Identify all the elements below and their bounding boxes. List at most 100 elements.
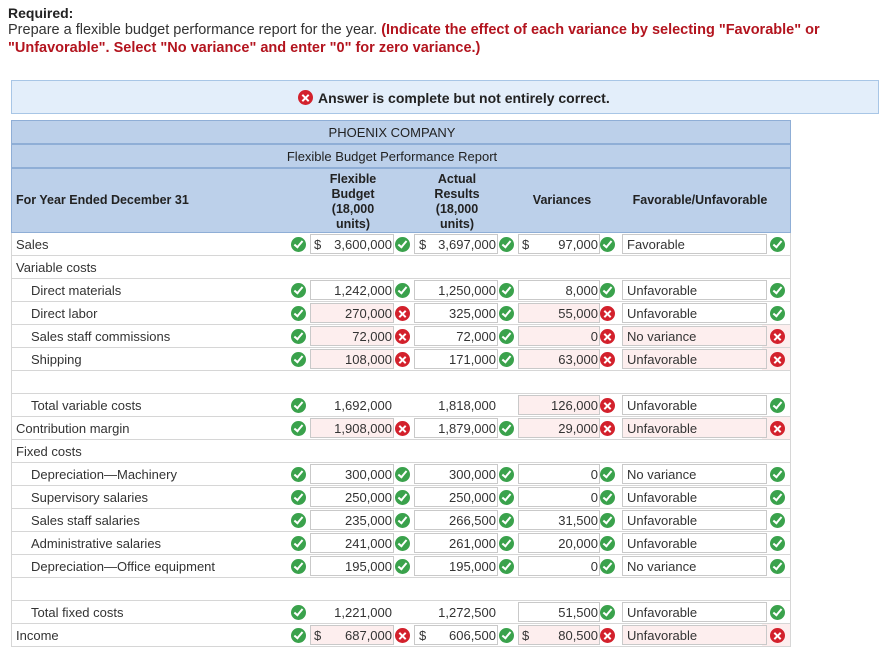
input-box xyxy=(310,556,394,576)
correct-icon xyxy=(291,513,306,528)
row-label: Total variable costs xyxy=(31,398,142,413)
report-row: Shipping 108,000 171,000 63,000 Unfavora… xyxy=(11,348,791,371)
incorrect-icon xyxy=(600,306,615,321)
variance-value: 55,000 xyxy=(558,306,598,321)
select-box xyxy=(622,625,767,645)
actual-value: 1,272,500 xyxy=(438,605,496,620)
effect-header: Favorable/Unfavorable xyxy=(632,193,768,207)
row-label: Administrative salaries xyxy=(31,536,162,551)
input-box xyxy=(310,487,394,507)
input-box xyxy=(310,533,394,553)
report-row: Direct materials 1,242,000 1,250,000 8,0… xyxy=(11,279,791,302)
input-box xyxy=(310,418,394,438)
row-label: Direct labor xyxy=(31,306,98,321)
incorrect-icon xyxy=(395,421,410,436)
correct-icon xyxy=(600,513,615,528)
row-label: Total fixed costs xyxy=(31,605,124,620)
currency: $ xyxy=(314,237,322,252)
select-box xyxy=(622,280,767,300)
correct-icon xyxy=(291,329,306,344)
correct-icon xyxy=(770,559,785,574)
report-row: Fixed costs xyxy=(11,440,791,463)
flexible-value: 235,000 xyxy=(345,513,392,528)
select-box xyxy=(622,487,767,507)
report-row: Administrative salaries 241,000 261,000 … xyxy=(11,532,791,555)
report-row: Sales staff commissions 72,000 72,000 0 … xyxy=(11,325,791,348)
effect: No variance xyxy=(627,559,697,574)
variance-value: 97,000 xyxy=(558,237,598,252)
select-box xyxy=(622,349,767,369)
flexible-value: 300,000 xyxy=(345,467,392,482)
flexible-value: 241,000 xyxy=(345,536,392,551)
row-label: Contribution margin xyxy=(16,421,130,436)
row-label: Supervisory salaries xyxy=(31,490,149,505)
variance-value: 80,500 xyxy=(558,628,598,643)
variance-value: 51,500 xyxy=(558,605,598,620)
actual-header: Actual Results (18,000 units) xyxy=(434,172,480,231)
report-row: Variable costs xyxy=(11,256,791,279)
incorrect-icon xyxy=(600,421,615,436)
report-row: Sales staff salaries 235,000 266,500 31,… xyxy=(11,509,791,532)
correct-icon xyxy=(395,513,410,528)
incorrect-icon xyxy=(600,329,615,344)
incorrect-icon xyxy=(395,628,410,643)
input-box xyxy=(414,326,498,346)
report-row: Supervisory salaries 250,000 250,000 0 U… xyxy=(11,486,791,509)
input-box xyxy=(414,280,498,300)
correct-icon xyxy=(499,306,514,321)
row-label: Depreciation—Office equipment xyxy=(31,559,216,574)
row-label: Fixed costs xyxy=(16,444,82,459)
correct-icon xyxy=(600,237,615,252)
correct-icon xyxy=(499,536,514,551)
required-heading: Required: xyxy=(8,5,74,21)
header-row: For Year Ended December 31 Flexible Budg… xyxy=(11,168,791,233)
blank-row xyxy=(11,371,791,394)
currency: $ xyxy=(522,237,530,252)
correct-icon xyxy=(291,628,306,643)
correct-icon xyxy=(770,490,785,505)
input-box xyxy=(310,349,394,369)
effect: Favorable xyxy=(627,237,685,252)
actual-value: 3,697,000 xyxy=(438,237,496,252)
report-row: Depreciation—Machinery 300,000 300,000 0… xyxy=(11,463,791,486)
correct-icon xyxy=(291,490,306,505)
incorrect-icon xyxy=(770,421,785,436)
correct-icon xyxy=(600,559,615,574)
input-box xyxy=(414,234,498,254)
select-box xyxy=(622,234,767,254)
flexible-value: 195,000 xyxy=(345,559,392,574)
input-box xyxy=(414,510,498,530)
input-box xyxy=(414,303,498,323)
row-label: Sales staff commissions xyxy=(31,329,171,344)
actual-value: 606,500 xyxy=(449,628,496,643)
variance-header: Variances xyxy=(532,193,592,207)
effect: Unfavorable xyxy=(627,513,698,528)
actual-value: 72,000 xyxy=(456,329,496,344)
correct-icon xyxy=(770,283,785,298)
effect: Unfavorable xyxy=(627,490,698,505)
correct-icon xyxy=(291,398,306,413)
input-box xyxy=(414,464,498,484)
actual-value: 266,500 xyxy=(449,513,496,528)
correct-icon xyxy=(395,559,410,574)
banner-text: Answer is complete but not entirely corr… xyxy=(318,90,610,106)
select-box xyxy=(622,533,767,553)
actual-value: 1,818,000 xyxy=(438,398,496,413)
incorrect-icon xyxy=(770,352,785,367)
variance-value: 20,000 xyxy=(558,536,598,551)
actual-value: 1,879,000 xyxy=(438,421,496,436)
variance-value: 63,000 xyxy=(558,352,598,367)
correct-icon xyxy=(600,490,615,505)
correct-icon xyxy=(499,467,514,482)
incorrect-icon xyxy=(770,628,785,643)
correct-icon xyxy=(770,467,785,482)
correct-icon xyxy=(291,352,306,367)
correct-icon xyxy=(499,421,514,436)
correct-icon xyxy=(291,306,306,321)
effect: Unfavorable xyxy=(627,536,698,551)
input-box xyxy=(310,303,394,323)
flexible-value: 1,221,000 xyxy=(334,605,392,620)
actual-value: 195,000 xyxy=(449,559,496,574)
correct-icon xyxy=(291,536,306,551)
